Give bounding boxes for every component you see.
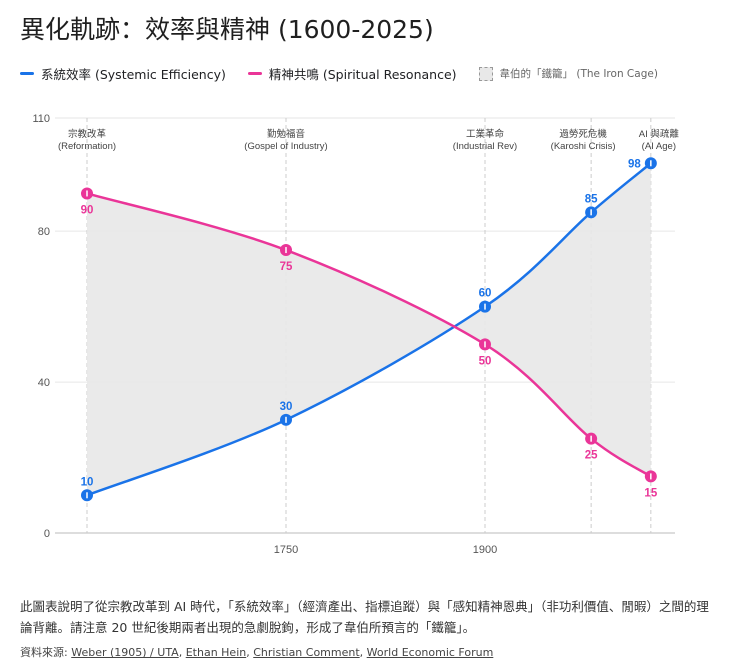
spirit-data-label: 90 xyxy=(81,204,94,216)
efficiency-data-label: 10 xyxy=(81,476,94,488)
y-tick-label: 40 xyxy=(38,377,50,389)
source-link[interactable]: World Economic Forum xyxy=(366,646,494,659)
legend-label: 精神共鳴 (Spiritual Resonance) xyxy=(268,67,457,82)
annotation-label: (Reformation) xyxy=(58,141,116,152)
source-link[interactable]: Christian Comment xyxy=(253,646,360,659)
annotation-label: 工業革命 xyxy=(466,128,505,140)
legend-item-efficiency[interactable]: 系統效率 (Systemic Efficiency) xyxy=(20,64,226,83)
spirit-data-label: 15 xyxy=(644,487,657,499)
legend-swatch xyxy=(478,66,493,81)
plot-area: 0 40 80 110 1750 1900 宗教改革(Reformation) 勤勉福音(Go… xyxy=(32,113,680,556)
sources: 資料來源: Weber (1905) / UTA, Ethan Hein, Ch… xyxy=(20,646,494,659)
legend-label: 韋伯的「鐵籠」 (The Iron Cage) xyxy=(499,68,658,80)
annotation-label: (Industrial Rev) xyxy=(453,141,517,152)
annotation-label: (Karoshi Crisis) xyxy=(551,141,616,152)
chart-title: 異化軌跡：效率與精神 (1600-2025) xyxy=(20,15,434,44)
legend-item-spirit[interactable]: 精神共鳴 (Spiritual Resonance) xyxy=(247,64,457,83)
spirit-data-label: 75 xyxy=(280,261,293,273)
legend: 系統效率 (Systemic Efficiency) 精神共鳴 (Spiritu… xyxy=(20,64,658,83)
legend-item-cage[interactable]: 韋伯的「鐵籠」 (The Iron Cage) xyxy=(478,66,658,81)
x-tick-label: 1900 xyxy=(473,544,497,556)
y-tick-label: 80 xyxy=(38,226,50,238)
legend-label: 系統效率 (Systemic Efficiency) xyxy=(41,67,226,82)
annotation-label: (AI Age) xyxy=(642,141,676,152)
efficiency-data-label: 30 xyxy=(280,401,293,413)
spirit-data-label: 50 xyxy=(479,355,492,367)
spirit-data-label: 25 xyxy=(585,450,598,462)
legend-swatch xyxy=(247,72,262,75)
annotation-label: 宗教改革 xyxy=(68,128,107,140)
iron-cage-area xyxy=(87,163,651,496)
y-tick-label: 0 xyxy=(44,528,50,540)
legend-swatch xyxy=(20,72,34,75)
x-tick-label: 1750 xyxy=(274,544,298,556)
source-link[interactable]: Ethan Hein xyxy=(185,646,247,659)
annotation-label: 過勞死危機 xyxy=(559,128,607,140)
source-link[interactable]: Weber (1905) / UTA xyxy=(71,646,179,659)
efficiency-data-label: 85 xyxy=(585,193,598,205)
annotation-label: (Gospel of Industry) xyxy=(244,141,327,152)
efficiency-data-label: 98 xyxy=(628,158,641,170)
efficiency-data-label: 60 xyxy=(479,288,492,300)
annotation-label: 勤勉福音 xyxy=(267,128,305,140)
annotation-label: AI 與疏離 xyxy=(639,128,680,140)
chart-description: 此圖表說明了從宗教改革到 AI 時代，「系統效率」（經濟產出、指標追蹤）與「感知… xyxy=(20,599,709,635)
sources-label: 資料來源: xyxy=(20,646,68,659)
y-tick-label: 110 xyxy=(32,113,50,125)
